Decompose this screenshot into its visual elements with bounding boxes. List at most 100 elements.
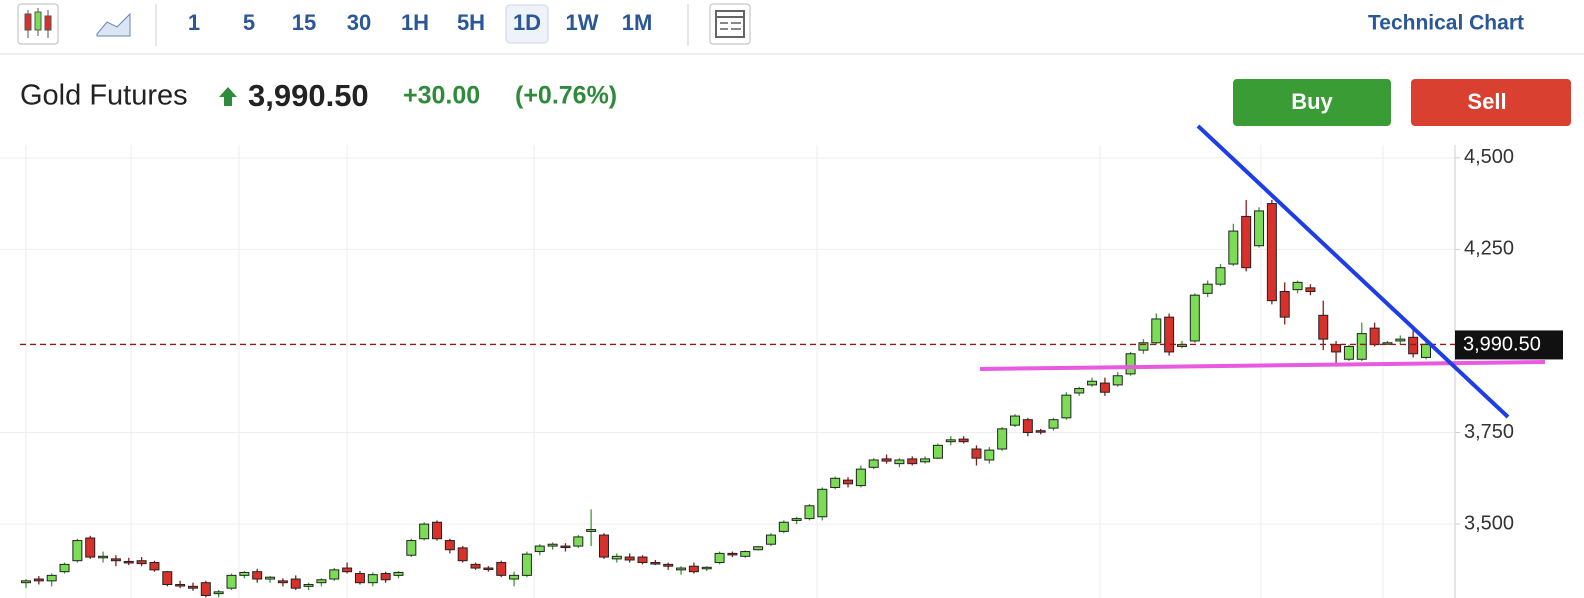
candle-body xyxy=(727,552,738,556)
interval[interactable]: 1W xyxy=(566,10,599,35)
sell-label[interactable]: Sell xyxy=(1467,89,1506,114)
change: +30.00 xyxy=(403,82,480,110)
candle-body xyxy=(406,540,417,556)
candle-body xyxy=(149,562,160,571)
candle-body xyxy=(1369,327,1380,346)
candle-body xyxy=(1125,353,1136,375)
candle-body xyxy=(676,567,687,571)
technical-chart-link[interactable]: Technical Chart xyxy=(1368,12,1524,35)
candle-body xyxy=(997,428,1008,450)
candle-body xyxy=(598,534,609,558)
candle-body xyxy=(637,556,648,564)
candle-body xyxy=(830,477,841,488)
candle-body xyxy=(354,573,365,584)
candle-body xyxy=(200,582,211,597)
candle-body xyxy=(1087,380,1098,386)
candle-body xyxy=(663,563,674,567)
candle-body xyxy=(573,536,584,547)
up-arrow xyxy=(219,87,237,106)
candle-body xyxy=(290,578,301,589)
candle-body xyxy=(560,545,571,549)
candle-body xyxy=(33,578,44,582)
candle-body xyxy=(1331,344,1342,353)
change-pct: (+0.76%) xyxy=(515,82,617,110)
interval[interactable]: 5H xyxy=(457,10,485,35)
candle-body xyxy=(1189,294,1200,342)
candle-body xyxy=(1228,230,1239,265)
candle-body xyxy=(804,505,815,520)
candle-body xyxy=(868,459,879,468)
sell-button[interactable] xyxy=(1411,79,1571,126)
candle-body xyxy=(547,543,558,547)
candle-body xyxy=(419,523,430,540)
y-tick-label: 3,750 xyxy=(1464,421,1514,443)
candle-body xyxy=(894,459,905,465)
candle-body xyxy=(457,547,468,562)
last-price-box xyxy=(1455,330,1563,360)
candle-body xyxy=(881,458,892,462)
candle-body xyxy=(509,574,520,580)
active-interval xyxy=(505,4,549,44)
candle-body xyxy=(945,439,956,443)
candle-body xyxy=(1343,345,1354,360)
candle-body xyxy=(855,468,866,487)
candle-body xyxy=(1305,287,1316,293)
interval[interactable]: 1M xyxy=(622,10,653,35)
candle-body xyxy=(98,555,109,559)
candle-body xyxy=(1009,415,1020,426)
candle-body xyxy=(136,560,147,565)
candle-body xyxy=(432,521,443,540)
candle-body xyxy=(740,551,751,557)
candle-body xyxy=(1112,375,1123,386)
interval[interactable]: 1 xyxy=(188,10,200,35)
candle-icon xyxy=(24,8,52,38)
candle-body xyxy=(650,562,661,565)
candle-body xyxy=(971,448,982,459)
candle-body xyxy=(59,563,70,573)
buy-label[interactable]: Buy xyxy=(1291,89,1333,114)
interval[interactable]: 30 xyxy=(347,10,371,35)
price: 3,990.50 xyxy=(248,78,369,113)
buy-button[interactable] xyxy=(1233,79,1391,126)
plot-area xyxy=(0,157,1455,598)
candle-body xyxy=(175,584,186,587)
candle-body xyxy=(85,537,96,558)
candle-body xyxy=(778,521,789,532)
interval[interactable]: 15 xyxy=(292,10,316,35)
interval[interactable]: 1H xyxy=(401,10,429,35)
candle-body xyxy=(932,444,943,459)
candle-body xyxy=(714,552,725,564)
candle-body xyxy=(1035,430,1046,433)
y-tick-label: 4,500 xyxy=(1464,146,1514,168)
candle-body xyxy=(239,571,250,576)
candle-body xyxy=(316,579,327,584)
interval[interactable]: 5 xyxy=(243,10,255,35)
candle-body xyxy=(46,574,57,582)
line-icon[interactable] xyxy=(96,12,131,37)
candle-body xyxy=(367,574,378,584)
candle-body xyxy=(1279,291,1290,318)
interval[interactable]: 1D xyxy=(513,10,541,35)
layout-icon[interactable] xyxy=(709,3,751,45)
candle-body xyxy=(907,458,918,465)
candle-body xyxy=(624,556,635,561)
candle-body xyxy=(483,567,494,571)
candle-body xyxy=(1382,342,1393,345)
candle-body xyxy=(958,438,969,443)
candle-body xyxy=(470,563,481,569)
candle-body xyxy=(1395,338,1406,342)
candle-body xyxy=(496,562,507,576)
last-price-label: 3,990.50 xyxy=(1463,334,1541,356)
candle-body xyxy=(226,574,237,589)
trend-line xyxy=(1196,124,1510,419)
candle-body xyxy=(303,584,314,587)
vertical-grid xyxy=(25,145,1384,598)
candle-body xyxy=(843,479,854,485)
candle-body xyxy=(586,529,597,532)
candle-body xyxy=(1241,215,1252,269)
candle-body xyxy=(1254,210,1265,247)
candle-body xyxy=(1421,343,1431,358)
candle-body xyxy=(1292,281,1303,291)
